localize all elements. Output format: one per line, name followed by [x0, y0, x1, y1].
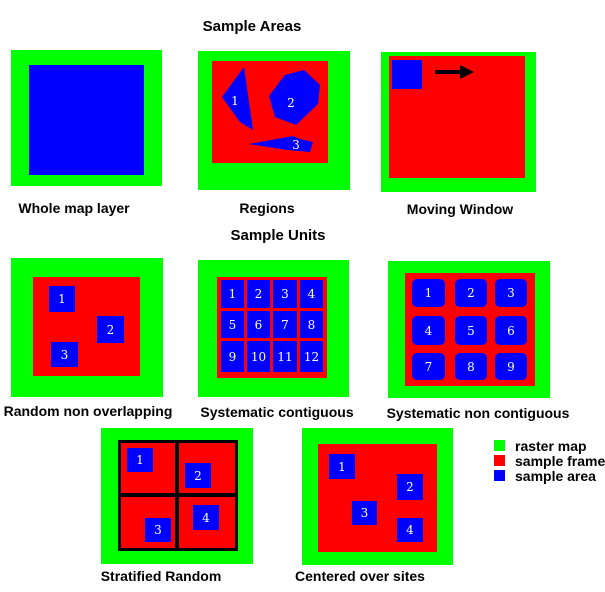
centered-over-sites-sample-2: 2 — [397, 474, 423, 500]
legend-label: raster map — [515, 437, 587, 454]
legend-label: sample frame — [515, 452, 605, 469]
centered-over-sites-caption: Centered over sites — [295, 568, 425, 584]
systematic-contiguous-sample-1: 1 — [221, 280, 244, 308]
systematic-non-contiguous-sample-8-label: 8 — [467, 359, 475, 374]
systematic-non-contiguous-sample-9: 9 — [495, 353, 527, 380]
regions-region-label-2: 2 — [287, 96, 295, 110]
random-non-overlapping-sample-3-label: 3 — [60, 347, 69, 362]
systematic-contiguous-sample-11-label: 11 — [277, 349, 293, 364]
systematic-contiguous-sample-3: 3 — [273, 280, 297, 308]
systematic-contiguous-sample-10: 10 — [247, 341, 270, 372]
systematic-contiguous-sample-2: 2 — [247, 280, 270, 308]
random-non-overlapping-sample-3: 3 — [51, 342, 78, 367]
stratified-random-sample-2-label: 2 — [194, 468, 202, 483]
systematic-contiguous-sample-5-label: 5 — [228, 317, 237, 332]
systematic-contiguous-sample-12-label: 12 — [303, 349, 320, 364]
legend-label: sample area — [515, 467, 596, 484]
systematic-contiguous-sample-9-label: 9 — [228, 349, 237, 364]
systematic-contiguous-sample-3-label: 3 — [281, 287, 289, 301]
random-non-overlapping-sample-1-label: 1 — [58, 292, 66, 306]
legend-item-sample-area: sample area — [494, 468, 605, 483]
legend-item-raster-map: raster map — [494, 438, 605, 453]
systematic-contiguous-sample-4: 4 — [300, 280, 323, 308]
regions-region-label-3: 3 — [292, 138, 300, 152]
legend: raster map sample frame sample area — [494, 438, 605, 483]
systematic-non-contiguous-sample-3: 3 — [495, 279, 527, 307]
systematic-contiguous-sample-8-label: 8 — [307, 317, 316, 332]
sample-area-swatch-icon — [494, 470, 505, 481]
systematic-contiguous-sample-9: 9 — [221, 341, 244, 372]
regions-caption: Regions — [239, 200, 295, 216]
centered-over-sites-sample-4-label: 4 — [406, 523, 414, 537]
stratified-random-sample-2: 2 — [185, 463, 211, 488]
centered-over-sites-sample-1-label: 1 — [338, 459, 346, 474]
random-non-overlapping-sample-1: 1 — [49, 286, 75, 312]
systematic-contiguous-sample-5: 5 — [221, 311, 244, 338]
systematic-contiguous-sample-6-label: 6 — [254, 317, 263, 332]
stratified-random-strata-line-horizontal — [118, 493, 238, 497]
title-sample-units: Sample Units — [230, 227, 326, 244]
title-sample-areas: Sample Areas — [202, 18, 302, 35]
random-non-overlapping-caption: Random non overlapping — [3, 403, 173, 419]
stratified-random-sample-1-label: 1 — [136, 453, 144, 467]
moving-window-window-cell — [392, 60, 422, 89]
whole-map-layer-caption: Whole map layer — [18, 200, 130, 216]
systematic-non-contiguous-sample-6-label: 6 — [507, 323, 515, 338]
systematic-non-contiguous-sample-2: 2 — [455, 279, 487, 307]
regions-sample-frame — [212, 61, 328, 163]
systematic-non-contiguous-sample-8: 8 — [455, 353, 487, 380]
systematic-contiguous-sample-7-label: 7 — [281, 317, 289, 332]
centered-over-sites-sample-2-label: 2 — [406, 480, 414, 494]
systematic-non-contiguous-caption: Systematic non contiguous — [386, 405, 570, 421]
random-non-overlapping-sample-2-label: 2 — [106, 322, 115, 337]
systematic-non-contiguous-sample-6: 6 — [495, 316, 527, 345]
systematic-contiguous-sample-12: 12 — [300, 341, 323, 372]
systematic-contiguous-sample-2-label: 2 — [254, 287, 263, 301]
raster-map-swatch-icon — [494, 440, 505, 451]
stratified-random-sample-3: 3 — [145, 518, 171, 542]
systematic-non-contiguous-sample-4-label: 4 — [424, 323, 433, 338]
moving-window-caption: Moving Window — [406, 201, 514, 217]
legend-item-sample-frame: sample frame — [494, 453, 605, 468]
sample-frame-swatch-icon — [494, 455, 505, 466]
random-non-overlapping-sample-2: 2 — [97, 316, 124, 343]
centered-over-sites-sample-3-label: 3 — [360, 506, 369, 520]
systematic-non-contiguous-sample-5: 5 — [455, 316, 487, 345]
regions-region-label-1: 1 — [231, 94, 239, 108]
systematic-contiguous-caption: Systematic contiguous — [200, 404, 354, 420]
centered-over-sites-sample-3: 3 — [352, 501, 377, 525]
systematic-contiguous-sample-11: 11 — [273, 341, 297, 372]
systematic-non-contiguous-sample-1: 1 — [412, 279, 445, 307]
systematic-non-contiguous-sample-3-label: 3 — [507, 286, 515, 300]
systematic-non-contiguous-sample-4: 4 — [412, 316, 445, 345]
systematic-non-contiguous-sample-1-label: 1 — [424, 286, 433, 300]
whole-map-layer-sample-area — [29, 65, 144, 175]
centered-over-sites-sample-1: 1 — [329, 454, 355, 479]
stratified-random-sample-1: 1 — [127, 448, 153, 472]
stratified-random-sample-3-label: 3 — [154, 523, 162, 537]
systematic-non-contiguous-sample-9-label: 9 — [507, 359, 515, 374]
systematic-contiguous-sample-1-label: 1 — [228, 287, 237, 301]
stratified-random-caption: Stratified Random — [100, 568, 222, 584]
stratified-random-sample-4: 4 — [193, 505, 219, 530]
systematic-contiguous-sample-7: 7 — [273, 311, 297, 338]
systematic-non-contiguous-sample-7: 7 — [412, 353, 445, 380]
systematic-contiguous-sample-6: 6 — [247, 311, 270, 338]
systematic-contiguous-sample-8: 8 — [300, 311, 323, 338]
systematic-non-contiguous-sample-7-label: 7 — [424, 359, 433, 374]
systematic-contiguous-sample-4-label: 4 — [307, 287, 316, 301]
systematic-contiguous-sample-10-label: 10 — [250, 349, 267, 364]
systematic-non-contiguous-sample-2-label: 2 — [467, 286, 475, 300]
stratified-random-sample-4-label: 4 — [202, 510, 210, 525]
centered-over-sites-sample-4: 4 — [397, 518, 423, 542]
systematic-non-contiguous-sample-5-label: 5 — [467, 323, 475, 338]
